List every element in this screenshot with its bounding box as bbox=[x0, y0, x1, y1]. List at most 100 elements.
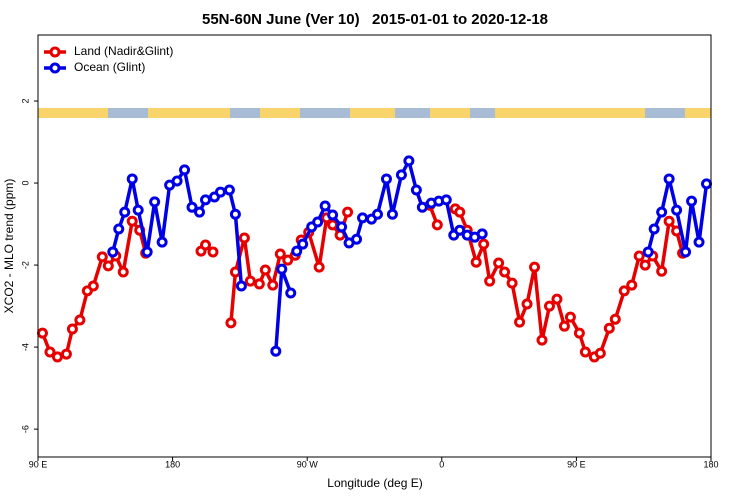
data-point bbox=[229, 266, 241, 278]
map-strip bbox=[38, 108, 711, 118]
x-tick-label: 180 bbox=[703, 459, 718, 469]
data-point bbox=[626, 279, 638, 291]
data-point bbox=[342, 206, 354, 218]
data-point bbox=[648, 223, 660, 235]
data-point bbox=[274, 248, 286, 260]
data-point bbox=[529, 261, 541, 273]
data-point bbox=[327, 219, 339, 231]
y-tick-label: -2 bbox=[20, 261, 30, 269]
data-point bbox=[223, 184, 235, 196]
data-point bbox=[113, 223, 125, 235]
data-point bbox=[327, 209, 339, 221]
chart-title: 55N-60N June (Ver 10) 2015-01-01 to 2020… bbox=[202, 11, 548, 28]
data-point bbox=[200, 239, 212, 251]
data-point bbox=[141, 246, 153, 258]
data-point bbox=[126, 173, 138, 185]
data-point bbox=[179, 164, 191, 176]
data-point bbox=[259, 264, 271, 276]
data-point bbox=[484, 275, 496, 287]
data-point bbox=[701, 178, 713, 190]
data-point bbox=[594, 347, 606, 359]
data-point bbox=[454, 206, 466, 218]
data-point bbox=[156, 236, 168, 248]
data-point bbox=[440, 194, 452, 206]
data-point bbox=[514, 316, 526, 328]
data-point bbox=[229, 208, 241, 220]
x-tick-label: 180 bbox=[165, 459, 180, 469]
data-point bbox=[132, 204, 144, 216]
data-point bbox=[44, 346, 56, 358]
data-point bbox=[200, 194, 212, 206]
data-point bbox=[107, 246, 119, 258]
data-point bbox=[253, 278, 265, 290]
data-point bbox=[371, 208, 383, 220]
data-point bbox=[171, 175, 183, 187]
data-point bbox=[543, 300, 555, 312]
data-point bbox=[214, 186, 226, 198]
data-point bbox=[639, 259, 651, 271]
x-tick-label: 90 W bbox=[297, 459, 319, 469]
x-axis-label: Longitude (deg E) bbox=[327, 476, 422, 490]
data-point bbox=[297, 238, 309, 250]
data-point bbox=[663, 173, 675, 185]
plot-area: 90 E 180 90 W 0 90 E 180 -6 -4 -2 0 2 Land (Nadir&G… bbox=[20, 44, 718, 469]
data-point bbox=[96, 251, 108, 263]
data-point bbox=[319, 200, 331, 212]
y-tick-label: -6 bbox=[20, 425, 30, 433]
data-point bbox=[671, 204, 683, 216]
y-tick-label: 0 bbox=[20, 181, 30, 186]
data-point bbox=[60, 348, 72, 360]
data-point bbox=[285, 287, 297, 299]
data-point bbox=[36, 327, 48, 339]
data-point bbox=[403, 155, 415, 167]
data-point bbox=[536, 334, 548, 346]
data-point bbox=[270, 345, 282, 357]
data-point bbox=[478, 238, 490, 250]
legend-marker bbox=[49, 62, 61, 74]
data-point bbox=[656, 265, 668, 277]
data-point bbox=[693, 236, 705, 248]
data-point bbox=[238, 232, 250, 244]
data-point bbox=[618, 285, 630, 297]
data-point bbox=[225, 317, 237, 329]
data-point bbox=[351, 233, 363, 245]
data-point bbox=[244, 275, 256, 287]
data-point bbox=[235, 280, 247, 292]
data-point bbox=[558, 320, 570, 332]
data-point bbox=[395, 169, 407, 181]
data-point bbox=[633, 250, 645, 262]
data-point bbox=[312, 216, 324, 228]
data-point bbox=[470, 256, 482, 268]
data-point bbox=[126, 215, 138, 227]
data-point bbox=[410, 184, 422, 196]
x-tick-label: 90 E bbox=[29, 459, 48, 469]
x-tick-label: 0 bbox=[439, 459, 444, 469]
data-point bbox=[609, 313, 621, 325]
y-tick-label: -4 bbox=[20, 343, 30, 351]
data-point bbox=[416, 201, 428, 213]
y-axis-label: XCO2 - MLO trend (ppm) bbox=[2, 179, 16, 314]
data-point bbox=[186, 201, 198, 213]
data-point bbox=[291, 245, 303, 257]
data-point bbox=[656, 206, 668, 218]
data-point bbox=[282, 254, 294, 266]
data-point bbox=[431, 219, 443, 231]
data-point bbox=[149, 196, 161, 208]
data-point bbox=[506, 277, 518, 289]
data-point bbox=[680, 246, 692, 258]
data-point bbox=[117, 266, 129, 278]
data-point bbox=[564, 311, 576, 323]
data-point bbox=[454, 224, 466, 236]
data-point bbox=[207, 246, 219, 258]
data-point bbox=[579, 346, 591, 358]
data-point bbox=[102, 260, 114, 272]
data-point bbox=[686, 195, 698, 207]
data-point bbox=[66, 323, 78, 335]
data-point bbox=[194, 206, 206, 218]
plot-frame bbox=[37, 34, 712, 458]
data-point bbox=[119, 206, 131, 218]
data-point bbox=[499, 266, 511, 278]
data-point bbox=[573, 327, 585, 339]
data-point bbox=[336, 221, 348, 233]
